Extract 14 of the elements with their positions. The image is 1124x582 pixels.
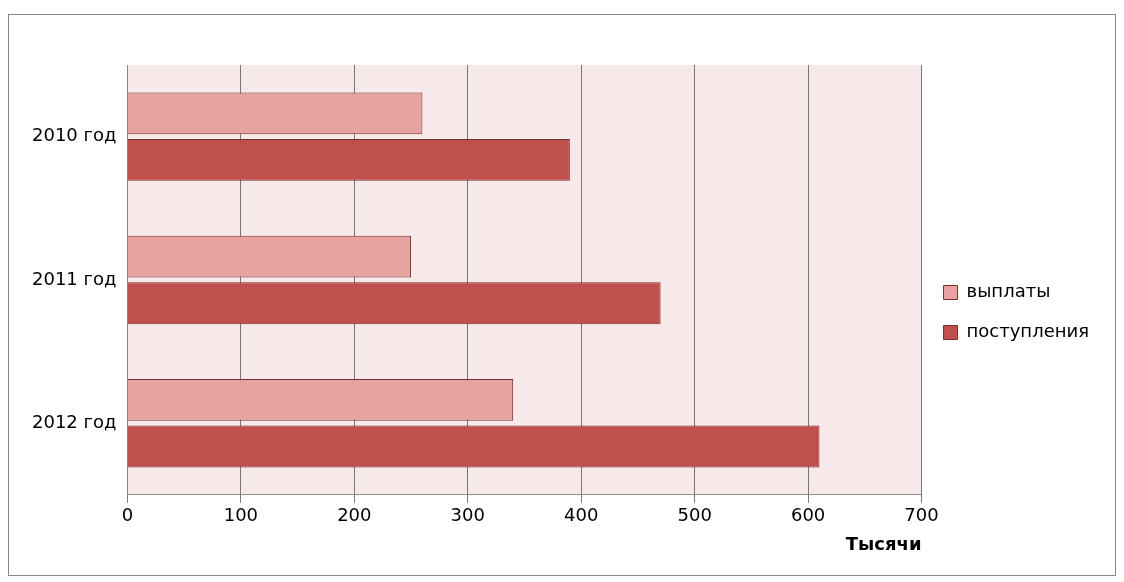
y-tick-label: 2012 год (31, 410, 117, 432)
y-tick-label: 2011 год (31, 267, 117, 289)
x-tick-label: 300 (450, 504, 485, 526)
y-tick-label: 2010 год (31, 124, 117, 146)
x-tick-label: 400 (564, 504, 599, 526)
x-axis-title: Тысячи (845, 532, 922, 554)
x-tick-label: 600 (790, 504, 826, 526)
legend-label: поступления (966, 320, 1090, 342)
x-tick-label: 0 (121, 504, 134, 526)
x-tick-label: 500 (677, 504, 712, 526)
legend-label: выплаты (966, 280, 1051, 302)
x-tick-label: 700 (904, 504, 939, 526)
x-tick-label: 100 (223, 504, 259, 526)
x-tick-label: 200 (337, 504, 372, 526)
